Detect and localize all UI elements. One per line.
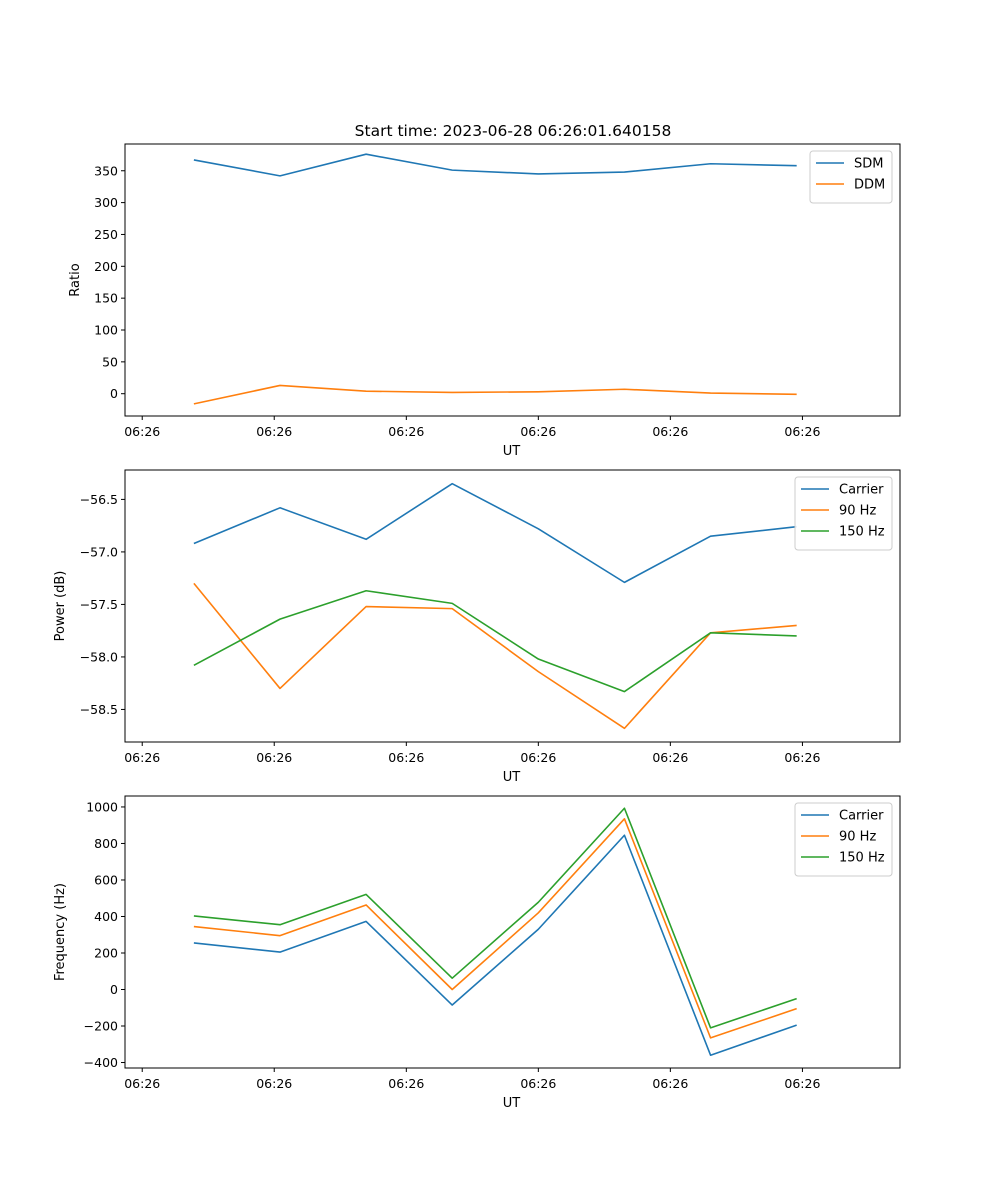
y-axis-label: Ratio <box>68 263 83 296</box>
y-tick-label: −400 <box>84 1055 118 1070</box>
x-tick-label: 06:26 <box>520 424 556 439</box>
y-tick-label: 50 <box>102 354 118 369</box>
plot-frame <box>124 795 901 1069</box>
legend-entry: 150 Hz <box>839 851 885 866</box>
y-tick-label: −58.5 <box>80 702 118 717</box>
y-tick-label: 150 <box>94 291 118 306</box>
y-tick-label: 400 <box>94 909 118 924</box>
legend-entry: 90 Hz <box>839 504 876 519</box>
x-tick-label: 06:26 <box>784 1076 820 1091</box>
legend-entry: 150 Hz <box>839 525 885 540</box>
legend-entry: Carrier <box>839 483 884 498</box>
y-tick-label: 200 <box>94 945 118 960</box>
y-axis-label: Power (dB) <box>53 571 68 642</box>
y-tick-label: −56.5 <box>80 492 118 507</box>
plot-frame <box>124 143 901 417</box>
legend-box <box>809 150 893 204</box>
y-tick-label: −57.0 <box>80 544 118 559</box>
x-tick-label: 06:26 <box>784 424 820 439</box>
legend-entry: 90 Hz <box>839 830 876 845</box>
y-tick-label: 200 <box>94 259 118 274</box>
y-tick-label: 800 <box>94 836 118 851</box>
x-tick-label: 06:26 <box>256 424 292 439</box>
y-tick-label: 600 <box>94 872 118 887</box>
x-tick-label: 06:26 <box>520 1076 556 1091</box>
chart-panel-1: 06:26 06:26 06:26 06:26 06:26 06:26 0 50 100 150 2… <box>68 143 901 459</box>
series-line-carrier <box>193 834 797 1057</box>
y-tick-label: −57.5 <box>80 597 118 612</box>
legend: Carrier 90 Hz 150 Hz <box>794 802 893 877</box>
legend: SDM DDM <box>809 150 893 204</box>
series-line-carrier <box>193 482 797 584</box>
panels: 06:26 06:26 06:26 06:26 06:26 06:26 0 50 100 150 2… <box>53 143 901 1111</box>
series-line-150-hz <box>193 807 797 1029</box>
chart-panel-2: 06:26 06:26 06:26 06:26 06:26 06:26 −58.5 −58.0… <box>53 469 901 785</box>
legend-entry: Carrier <box>839 809 884 824</box>
y-tick-label: 1000 <box>86 799 118 814</box>
series-line-sdm <box>193 153 797 177</box>
y-tick-label: 250 <box>94 227 118 242</box>
x-tick-label: 06:26 <box>124 1076 160 1091</box>
series-line-90-hz <box>193 818 797 1039</box>
plot-frame <box>124 469 901 743</box>
x-tick-label: 06:26 <box>388 424 424 439</box>
y-tick-label: 0 <box>110 982 118 997</box>
x-tick-label: 06:26 <box>652 424 688 439</box>
y-tick-label: −58.0 <box>80 649 118 664</box>
series-line-150-hz <box>193 589 797 693</box>
x-tick-label: 06:26 <box>124 750 160 765</box>
y-axis-label: Frequency (Hz) <box>53 883 68 981</box>
x-axis-label: UT <box>503 770 521 785</box>
x-tick-label: 06:26 <box>124 424 160 439</box>
legend-entry: DDM <box>854 178 885 193</box>
y-tick-label: −200 <box>84 1019 118 1034</box>
figure-title: Start time: 2023-06-28 06:26:01.640158 <box>355 122 672 140</box>
x-axis-label: UT <box>503 1096 521 1111</box>
legend: Carrier 90 Hz 150 Hz <box>794 476 893 551</box>
x-tick-label: 06:26 <box>256 1076 292 1091</box>
series-line-90-hz <box>193 582 797 730</box>
legend-entry: SDM <box>854 157 883 172</box>
x-tick-label: 06:26 <box>388 750 424 765</box>
x-tick-label: 06:26 <box>652 750 688 765</box>
y-tick-label: 100 <box>94 323 118 338</box>
y-tick-label: 0 <box>110 386 118 401</box>
x-tick-label: 06:26 <box>784 750 820 765</box>
x-tick-label: 06:26 <box>652 1076 688 1091</box>
chart-panel-3: 06:26 06:26 06:26 06:26 06:26 06:26 −400 −200 0 2… <box>53 795 901 1111</box>
x-axis-label: UT <box>503 444 521 459</box>
y-tick-label: 300 <box>94 195 118 210</box>
x-tick-label: 06:26 <box>388 1076 424 1091</box>
x-tick-label: 06:26 <box>256 750 292 765</box>
series-line-ddm <box>193 384 797 405</box>
x-tick-label: 06:26 <box>520 750 556 765</box>
y-tick-label: 350 <box>94 163 118 178</box>
